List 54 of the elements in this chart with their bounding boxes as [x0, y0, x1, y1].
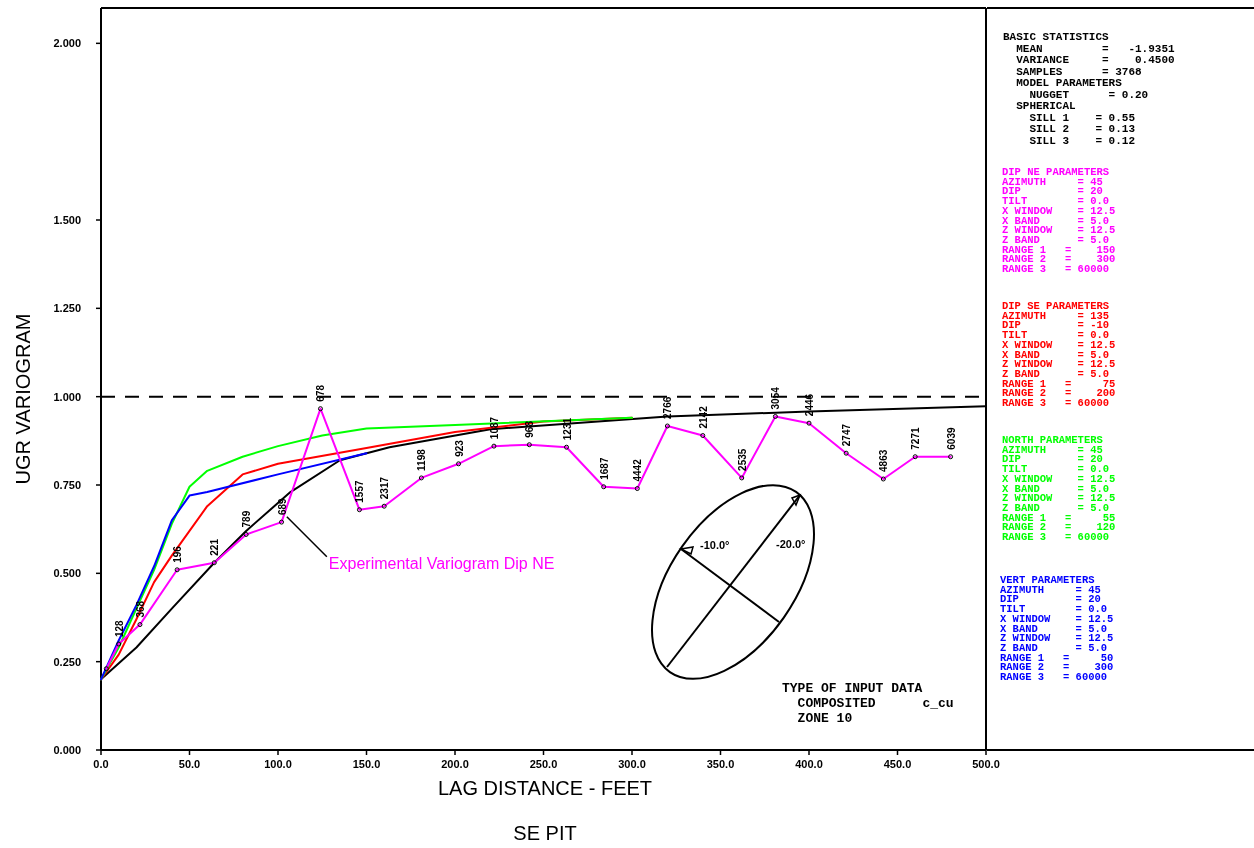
- x-axis-title: LAG DISTANCE - FEET: [437, 777, 653, 799]
- x-tick-label: 300.0: [618, 758, 646, 770]
- x-tick-label: 350.0: [706, 758, 735, 770]
- x-tick-label: 400.0: [795, 758, 823, 770]
- y-axis-title: UGR VARIOGRAM: [12, 313, 34, 485]
- annotation: 689: [276, 497, 288, 516]
- x-tick-label: 500.0: [972, 758, 1000, 770]
- y-tick-label: 0.250: [53, 655, 81, 668]
- text: NORTH PARAMETERS AZIMUTH = 45 DIP = 20 TILT = 0.0 X WINDOW = 12.5 X BAND = 5.0 Z WINDOW = 12.5 Z BAND = 5.0 RANGE 1 = 55 RANGE 2 = 120 RANGE 3 = 60000: [1002, 434, 1116, 543]
- annotation: 2535: [736, 448, 748, 471]
- annotation: 789: [241, 510, 253, 528]
- text: DIP SE PARAMETERS AZIMUTH = 135 DIP = -10 TILT = 0.0 X WINDOW = 12.5 X BAND = 5.0 Z WINDOW = 12.5 Z BAND = 5.0 RANGE 1 = 75 RANGE 2 = 200 RANGE 3 = 60000: [1002, 300, 1116, 409]
- annotation: -10.0°: [700, 539, 730, 551]
- text: DIP NE PARAMETERS AZIMUTH = 45 DIP = 20 TILT = 0.0 X WINDOW = 12.5 X BAND = 5.0 Z WINDOW = 12.5 Z BAND = 5.0 RANGE 1 = 150 RANGE 2 = 300 RANGE 3 = 60000: [1002, 166, 1116, 275]
- annotation: TYPE OF INPUT DATA COMPOSITED c_cu ZONE 10: [782, 681, 954, 726]
- annotation: 7271: [910, 427, 922, 450]
- y-tick-label: 0.750: [53, 478, 81, 491]
- x-tick-label: 0.0: [93, 758, 109, 770]
- x-tick-label: 450.0: [883, 758, 912, 770]
- annotation: 1231: [561, 417, 573, 441]
- annotation: 1198: [416, 448, 428, 471]
- text: BASIC STATISTICS MEAN = -1.9351 VARIANCE = 0.4500 SAMPLES = 3768 MODEL PARAMETERS NUGGET = 0.20 SPHERICAL SILL 1 = 0.55 SILL 2 = 0.13 SILL 3 = 0.12: [1003, 31, 1175, 147]
- ellipse-diagram: -10.0° -20.0°: [651, 484, 815, 680]
- text: SE PIT: [513, 822, 577, 844]
- annotation: 1087: [488, 416, 500, 440]
- y-tick-label: 0.500: [53, 567, 81, 580]
- annotation: 368: [134, 600, 146, 618]
- text: VERT PARAMETERS AZIMUTH = 45 DIP = 20 TILT = 0.0 X WINDOW = 12.5 X BAND = 5.0 Z WINDOW = 12.5 Z BAND = 5.0 RANGE 1 = 50 RANGE 2 = 300 RANGE 3 = 60000: [1000, 574, 1114, 683]
- x-tick-label: 200.0: [441, 758, 469, 770]
- x-tick-label: 150.0: [352, 758, 381, 770]
- annotation: 2317: [379, 476, 391, 500]
- annotation: 221: [209, 538, 221, 556]
- y-tick-label: 1.000: [53, 390, 81, 403]
- y-tick-label: 1.500: [53, 213, 81, 226]
- annotation: Experimental Variogram Dip NE: [328, 554, 555, 572]
- annotation: 1557: [354, 480, 366, 503]
- annotation: 678: [315, 384, 327, 402]
- annotation: 1687: [598, 457, 610, 480]
- x-tick-label: 250.0: [529, 758, 558, 770]
- annotation: 2747: [841, 423, 853, 447]
- y-tick-label: 0.000: [53, 743, 81, 756]
- annotation: 2142: [697, 405, 709, 429]
- annotation: 923: [453, 439, 465, 457]
- annotation: 128: [113, 619, 125, 637]
- annotation: 196: [172, 545, 184, 563]
- y-tick-label: 1.250: [53, 302, 81, 315]
- x-tick-label: 100.0: [264, 758, 292, 770]
- annotation: 6039: [945, 427, 957, 450]
- annotation: 4863: [878, 449, 890, 472]
- annotation: -20.0°: [776, 538, 806, 550]
- annotation: 4442: [632, 458, 644, 482]
- y-tick-label: 2.000: [53, 37, 81, 50]
- annotation: 968: [524, 420, 536, 438]
- x-tick-label: 50.0: [178, 758, 201, 770]
